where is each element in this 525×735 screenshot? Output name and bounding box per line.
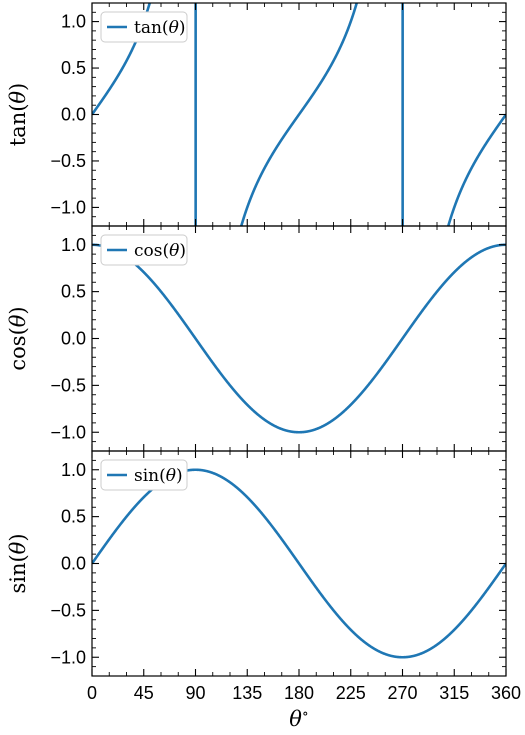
legend-label-close: ) [176, 466, 183, 486]
x-tick-label: 270 [387, 683, 417, 703]
y-tick-label: 0.5 [61, 282, 86, 302]
x-tick-label: 45 [134, 683, 154, 703]
series-line-cos [92, 243, 506, 434]
y-tick-label: −1.0 [50, 647, 86, 667]
panel-sin: −1.0 −0.5 0.0 0.5 1.0 0 45 90 135 180 225 270 315 360… [6, 450, 521, 703]
x-axis-label: θ∘ [289, 706, 309, 731]
y-axis-label-fn: tan( [6, 104, 30, 147]
y-tick-label: −1.0 [50, 197, 86, 217]
legend: sin(θ) [100, 459, 188, 491]
x-tick-label: 360 [491, 683, 521, 703]
legend-box [100, 11, 188, 43]
y-tick-label: 0.5 [61, 507, 86, 527]
y-tick-label: 0.0 [61, 329, 86, 349]
legend-label-fn: sin( [134, 466, 166, 486]
legend-label: cos(θ) [134, 241, 186, 261]
y-axis-label-var: θ [6, 314, 30, 327]
x-tick-label: 225 [336, 683, 366, 703]
series-line-tan [92, 3, 506, 226]
y-tick-label: 1.0 [61, 12, 86, 32]
legend-label-var: θ [169, 241, 179, 261]
y-axis-label-fn: cos( [6, 327, 30, 370]
y-axis-label-var: θ [6, 541, 30, 554]
legend-label-fn: tan( [134, 18, 169, 38]
y-tick-label: 0.0 [61, 554, 86, 574]
legend: cos(θ) [100, 234, 188, 266]
y-axis-label-fn: sin( [6, 554, 30, 593]
legend-label-close: ) [179, 18, 186, 38]
x-axis-label-unit: ∘ [302, 706, 309, 722]
legend: tan(θ) [100, 11, 188, 43]
y-tick-label: 1.0 [61, 460, 86, 480]
legend-label-close: ) [179, 241, 186, 261]
legend-label: tan(θ) [134, 18, 185, 38]
y-tick-label: 0.5 [61, 58, 86, 78]
x-tick-label: 315 [439, 683, 469, 703]
series-line-sin [92, 468, 506, 659]
y-tick-label: −1.0 [50, 422, 86, 442]
y-axis-label-var: θ [6, 91, 30, 104]
x-axis-label-var: θ [289, 707, 302, 731]
y-tick-label: −0.5 [50, 375, 86, 395]
legend-label-var: θ [166, 466, 176, 486]
y-axis-label: sin(θ) [6, 533, 30, 593]
y-tick-label: 1.0 [61, 235, 86, 255]
y-axis-label-close: ) [6, 306, 30, 314]
x-tick-label: 180 [284, 683, 314, 703]
y-tick-label: −0.5 [50, 600, 86, 620]
legend-box [100, 234, 188, 266]
legend-label-fn: cos( [134, 241, 169, 261]
y-tick-label: 0.0 [61, 105, 86, 125]
y-axis-label-close: ) [6, 83, 30, 91]
y-axis-label-close: ) [6, 533, 30, 541]
legend-box [100, 459, 188, 491]
panels: −1.0−0.50.00.51.0tan(θ)tan(θ)−1.0−0.50.0… [6, 2, 521, 703]
y-tick-label: −0.5 [50, 151, 86, 171]
legend-label-var: θ [169, 18, 179, 38]
legend-label: sin(θ) [134, 466, 183, 486]
x-tick-label: 90 [185, 683, 205, 703]
x-tick-label: 135 [232, 683, 262, 703]
x-tick-label: 0 [87, 683, 97, 703]
y-axis-label: cos(θ) [6, 306, 30, 370]
y-axis-label: tan(θ) [6, 83, 30, 147]
